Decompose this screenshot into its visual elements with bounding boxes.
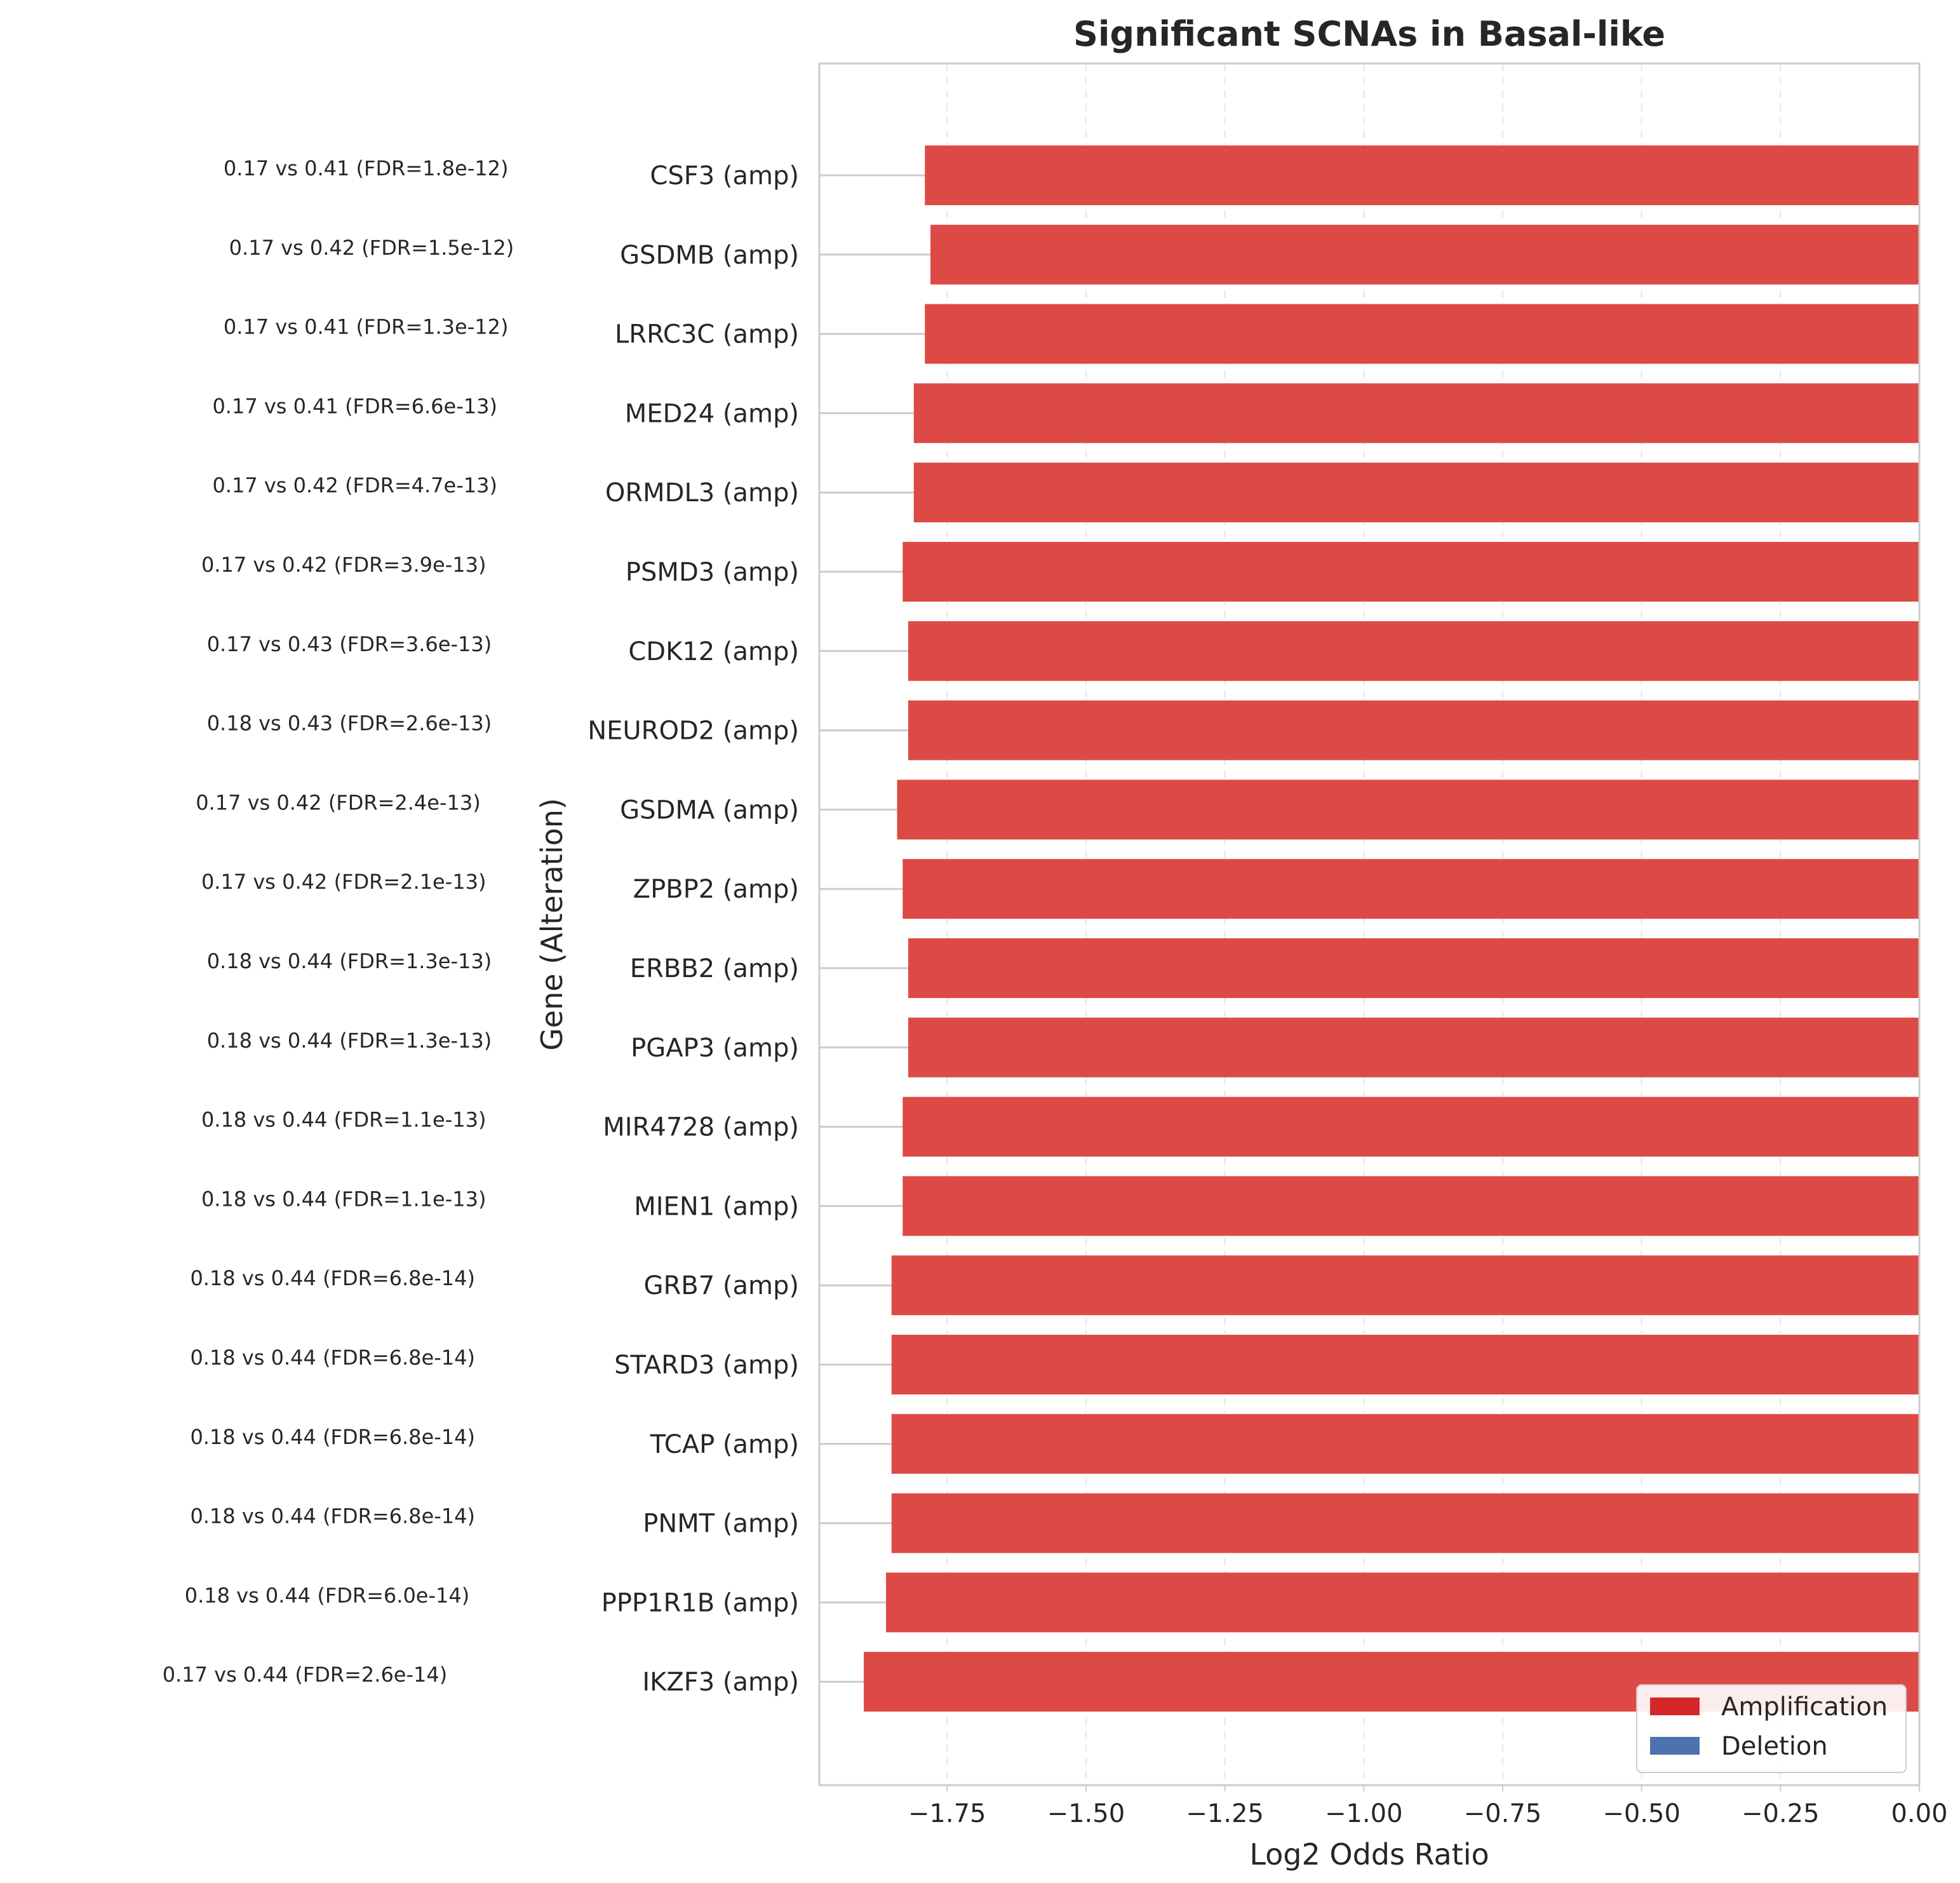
legend-box (1636, 1684, 1907, 1773)
bar-annotation: 0.18 vs 0.44 (FDR=6.8e-14) (190, 1504, 475, 1529)
y-tick-label: NEUROD2 (amp) (587, 717, 799, 746)
y-tick-label: CSF3 (amp) (650, 161, 799, 191)
y-tick-label: CDK12 (amp) (628, 637, 799, 666)
legend-label-amplification: Amplification (1721, 1692, 1888, 1722)
bar (891, 1493, 1919, 1553)
plot-frame (818, 62, 1921, 1786)
y-tick-label: PNMT (amp) (643, 1509, 799, 1539)
bar (903, 1097, 1919, 1157)
y-tick-label: ORMDL3 (amp) (605, 478, 799, 508)
bar-annotation: 0.18 vs 0.44 (FDR=6.8e-14) (190, 1266, 475, 1290)
y-tick-label: MED24 (amp) (625, 399, 799, 428)
y-tick-label: PPP1R1B (amp) (601, 1588, 799, 1617)
bar-annotation: 0.18 vs 0.44 (FDR=1.3e-13) (207, 949, 492, 973)
legend: Amplification Deletion (1636, 1684, 1907, 1773)
x-tick-label: 0.00 (1891, 1799, 1947, 1828)
bar-annotation: 0.17 vs 0.42 (FDR=1.5e-12) (229, 236, 514, 260)
bar (908, 1017, 1919, 1077)
x-tick-label: −1.50 (1047, 1799, 1125, 1828)
bar (903, 859, 1919, 919)
bar (908, 700, 1919, 760)
legend-swatch-deletion (1650, 1737, 1700, 1755)
bar (903, 542, 1919, 602)
bar-annotation: 0.17 vs 0.41 (FDR=1.3e-12) (224, 315, 509, 339)
bar-annotation: 0.18 vs 0.44 (FDR=6.8e-14) (190, 1346, 475, 1370)
chart-title: Significant SCNAs in Basal-like (1073, 14, 1665, 54)
bar (885, 1572, 1919, 1633)
y-tick-label: IKZF3 (amp) (642, 1668, 799, 1697)
bar (925, 145, 1919, 205)
annotations: 0.17 vs 0.41 (FDR=1.8e-12) 0.17 vs 0.42 (… (163, 156, 514, 1687)
bar-annotation: 0.18 vs 0.44 (FDR=1.1e-13) (201, 1187, 487, 1211)
x-tick-label: −0.25 (1742, 1799, 1820, 1828)
y-tick-label: ZPBP2 (amp) (633, 875, 799, 904)
bar (891, 1335, 1919, 1394)
y-tick-label: GRB7 (amp) (644, 1271, 799, 1300)
bar (891, 1255, 1919, 1316)
y-tick-label: MIR4728 (amp) (603, 1113, 799, 1142)
bar-annotation: 0.17 vs 0.42 (FDR=4.7e-13) (212, 473, 497, 497)
bar-annotation: 0.17 vs 0.41 (FDR=6.6e-13) (212, 394, 497, 418)
legend-label-deletion: Deletion (1721, 1732, 1828, 1761)
y-tick-label: STARD3 (amp) (614, 1351, 799, 1380)
y-tick-label: GSDMB (amp) (620, 241, 799, 270)
bar (903, 1176, 1919, 1236)
legend-swatch-amplification (1650, 1697, 1700, 1715)
bar (897, 780, 1919, 840)
bar (913, 462, 1919, 523)
bar-annotation: 0.17 vs 0.43 (FDR=3.6e-13) (207, 632, 492, 656)
x-tick-label: −1.25 (1186, 1799, 1264, 1828)
y-tick-label: PGAP3 (amp) (631, 1034, 799, 1063)
bar (908, 938, 1919, 998)
bar-annotation: 0.17 vs 0.42 (FDR=2.4e-13) (196, 790, 481, 814)
bar (925, 304, 1919, 364)
x-tick-label: −0.50 (1602, 1799, 1681, 1828)
bar-annotation: 0.18 vs 0.44 (FDR=6.0e-14) (185, 1583, 470, 1607)
x-tick-label: −1.75 (908, 1799, 986, 1828)
bar-annotation: 0.18 vs 0.44 (FDR=1.1e-13) (201, 1108, 487, 1132)
x-tick-label: −0.75 (1464, 1799, 1542, 1828)
bar-annotation: 0.18 vs 0.43 (FDR=2.6e-13) (207, 712, 492, 736)
x-axis-ticks: −1.75 −1.50 −1.25 −1.00 −0.75 −0.50 −0.25 0.00 (908, 1785, 1948, 1828)
y-tick-label: PSMD3 (amp) (626, 558, 799, 587)
x-tick-label: −1.00 (1325, 1799, 1403, 1828)
bar (908, 621, 1919, 681)
y-tick-label: ERBB2 (amp) (630, 954, 799, 983)
bar-annotation: 0.17 vs 0.42 (FDR=3.9e-13) (201, 553, 487, 577)
y-tick-label: MIEN1 (amp) (634, 1192, 799, 1221)
bar (891, 1414, 1919, 1474)
bar-annotation: 0.17 vs 0.42 (FDR=2.1e-13) (201, 870, 487, 894)
bar-annotation: 0.18 vs 0.44 (FDR=6.8e-14) (190, 1425, 475, 1449)
bar-annotation: 0.18 vs 0.44 (FDR=1.3e-13) (207, 1029, 492, 1053)
y-tick-label: GSDMA (amp) (620, 795, 799, 825)
x-axis-label: Log2 Odds Ratio (1249, 1837, 1489, 1872)
y-tick-label: TCAP (amp) (650, 1430, 799, 1459)
y-tick-label: LRRC3C (amp) (615, 320, 799, 349)
y-axis-label: Gene (Alteration) (535, 798, 569, 1051)
category-labels: CSF3 (amp) GSDMB (amp) LRRC3C (amp) MED24 (… (587, 161, 799, 1697)
bars-layer (863, 145, 1919, 1712)
bar-annotation: 0.17 vs 0.41 (FDR=1.8e-12) (224, 156, 509, 180)
bar-annotation: 0.17 vs 0.44 (FDR=2.6e-14) (163, 1663, 448, 1687)
bar (913, 383, 1919, 443)
bar (930, 224, 1919, 285)
